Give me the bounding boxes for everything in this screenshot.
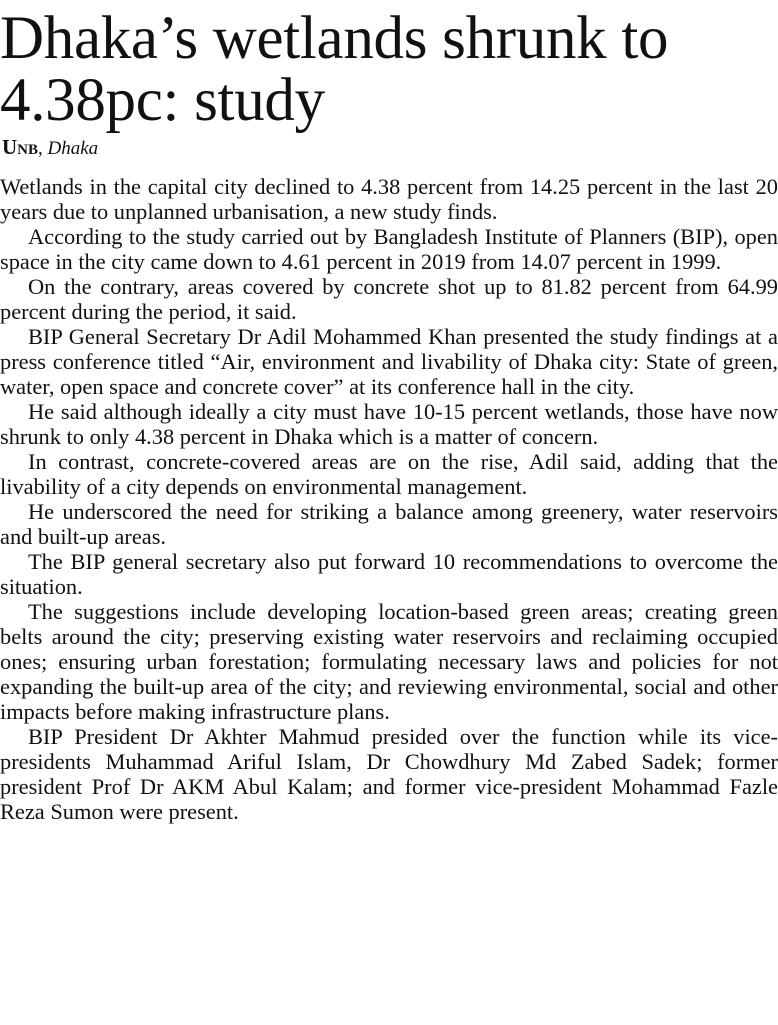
paragraph: In contrast, concrete-covered areas are … [0, 449, 778, 499]
paragraph: BIP President Dr Akhter Mahmud presided … [0, 724, 778, 824]
article-body: Wetlands in the capital city declined to… [0, 174, 778, 824]
byline: Unb, Dhaka [2, 135, 99, 159]
headline: Dhaka’s wetlands shrunk to 4.38pc: study [0, 5, 669, 134]
paragraph: On the contrary, areas covered by concre… [0, 274, 778, 324]
paragraph: The suggestions include developing locat… [0, 599, 778, 724]
byline-place: Dhaka [47, 138, 99, 159]
paragraph: Wetlands in the capital city declined to… [0, 174, 778, 224]
paragraph: He said although ideally a city must hav… [0, 399, 778, 449]
paragraph: The BIP general secretary also put forwa… [0, 549, 778, 599]
paragraph: According to the study carried out by Ba… [0, 224, 778, 274]
paragraph: He underscored the need for striking a b… [0, 499, 778, 549]
paragraph: BIP General Secretary Dr Adil Mohammed K… [0, 324, 778, 399]
byline-agency: Unb [2, 135, 39, 159]
